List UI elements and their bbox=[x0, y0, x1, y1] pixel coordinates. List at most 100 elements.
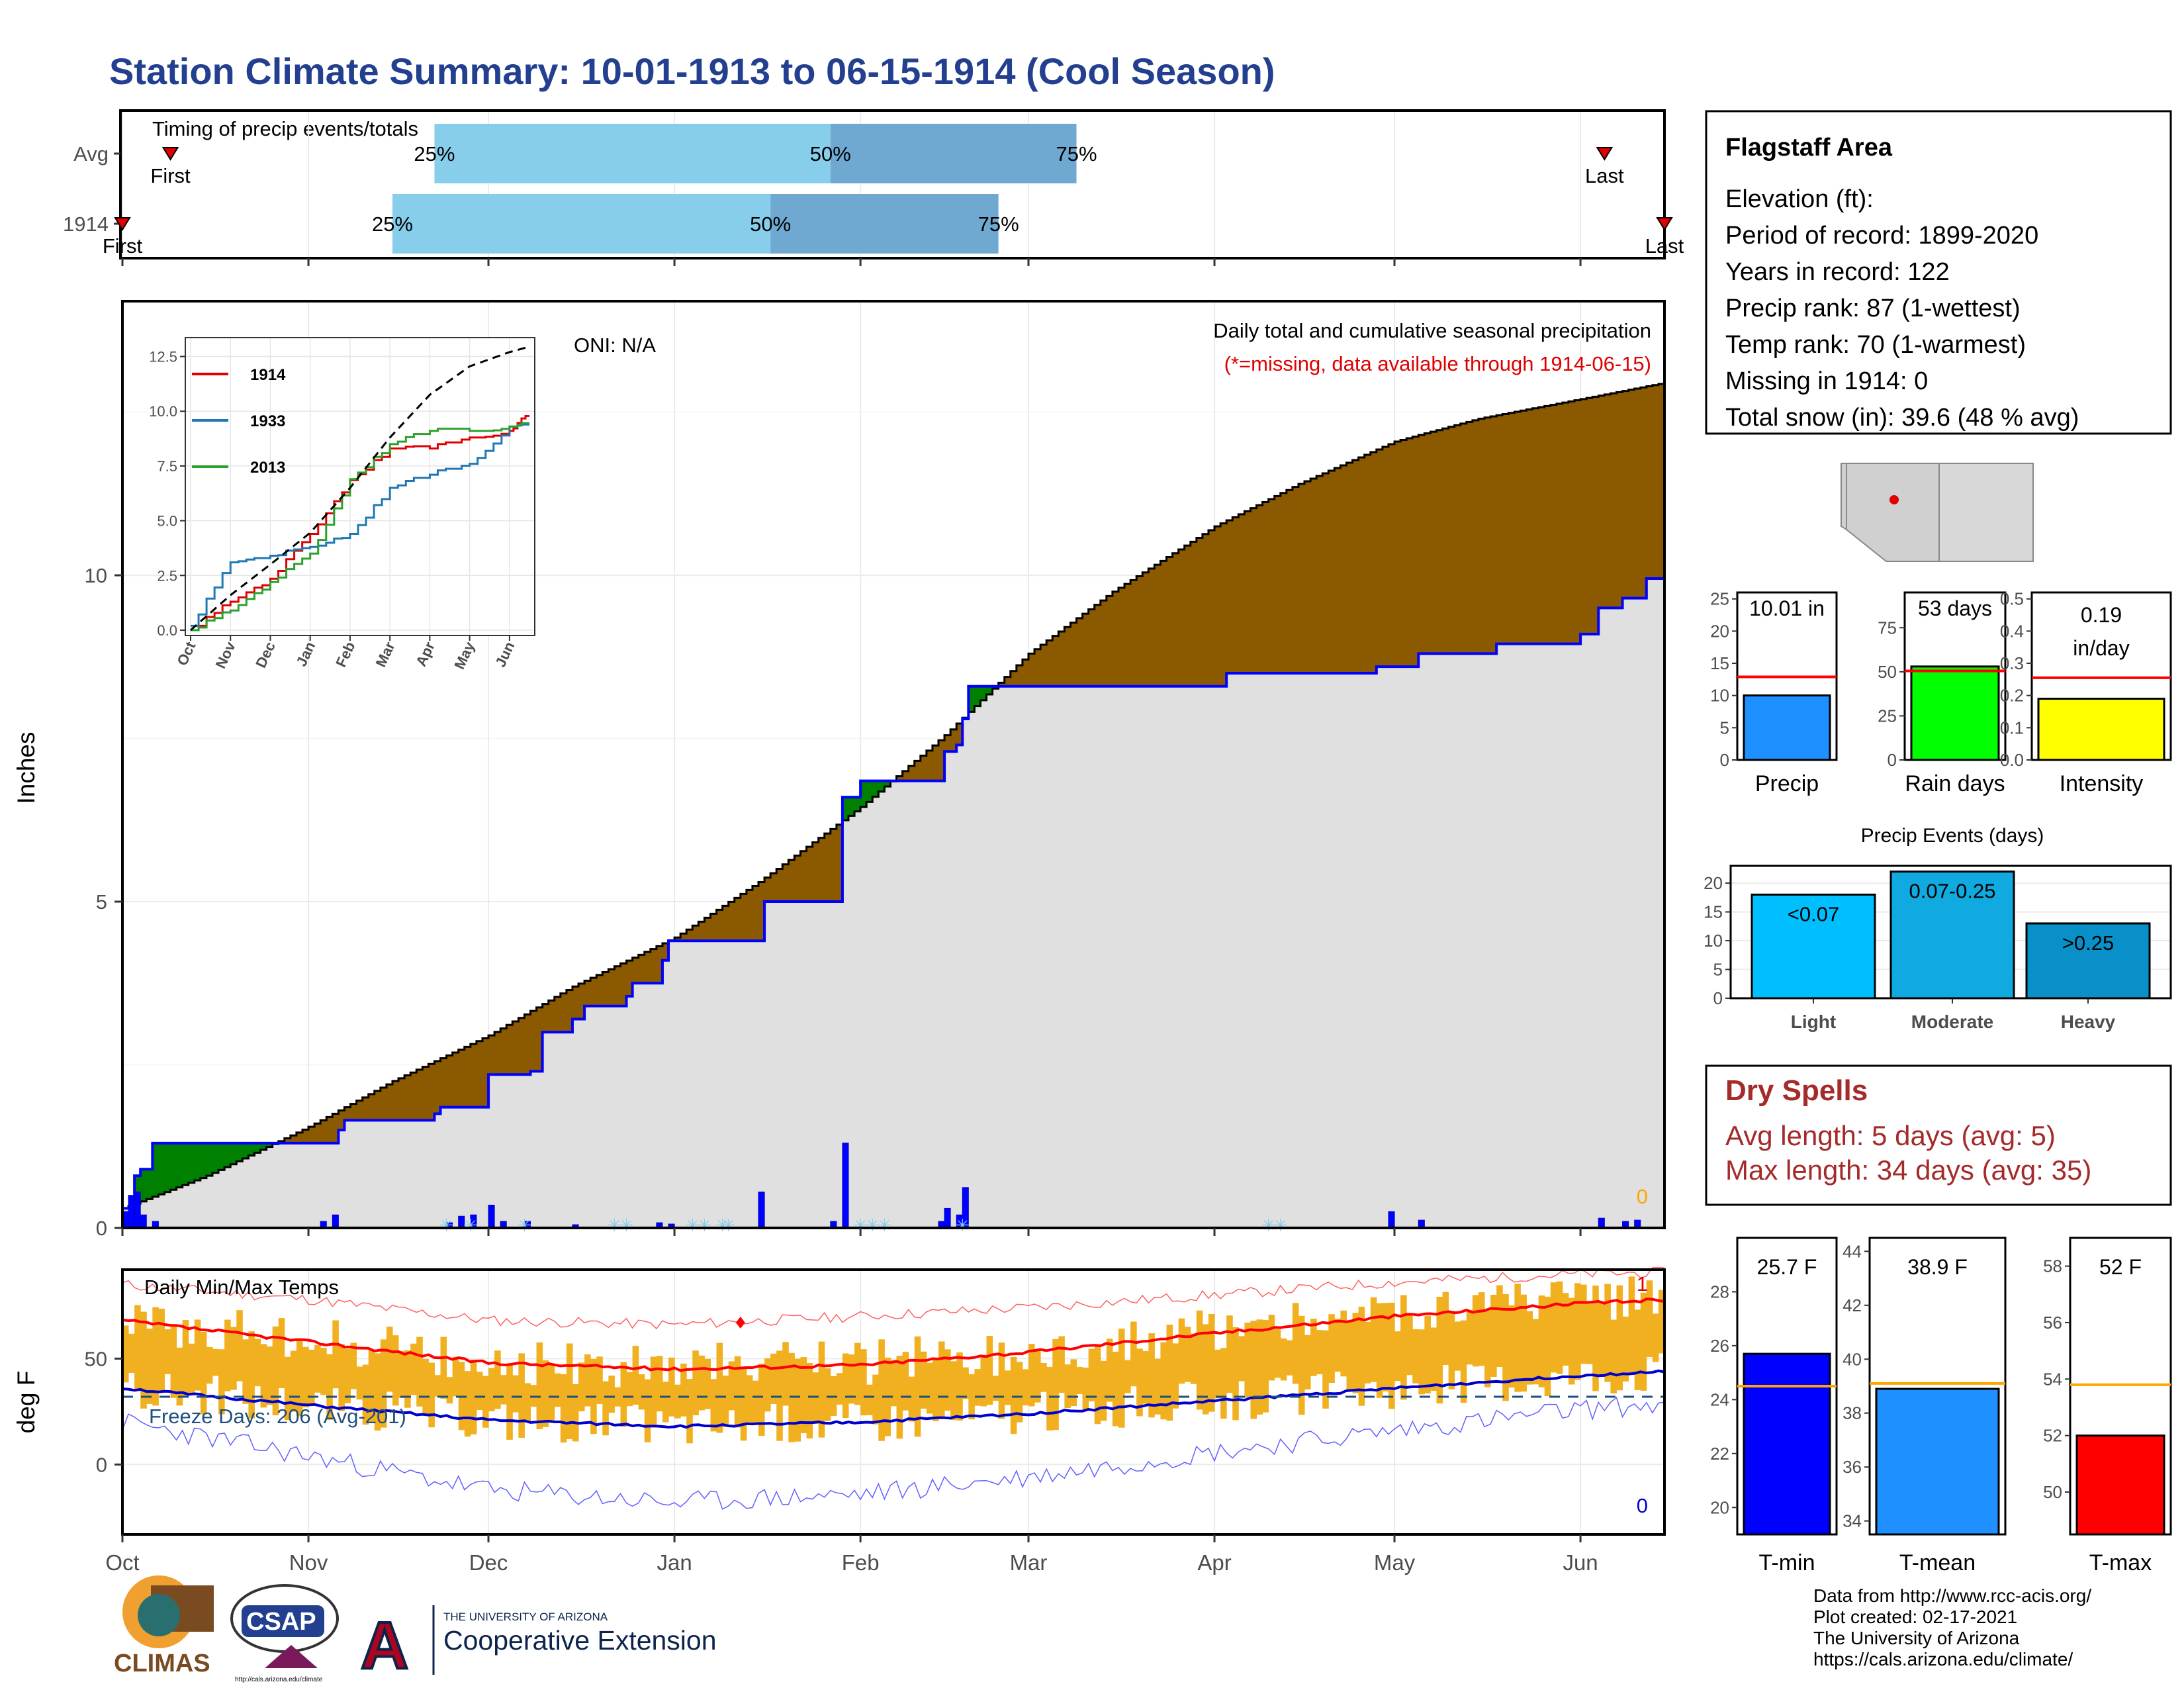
precip-base-strip bbox=[488, 1074, 495, 1228]
precip-below-avg-strip bbox=[896, 776, 903, 781]
precip-base-strip bbox=[674, 941, 681, 1228]
snow-marker-icon: ✳ bbox=[698, 1215, 712, 1235]
daily-temp-bar bbox=[746, 1375, 753, 1423]
precip-base-strip bbox=[758, 941, 765, 1228]
precip-above-avg-strip bbox=[260, 1143, 267, 1150]
daily-temp-bar bbox=[1442, 1291, 1449, 1366]
daily-temp-bar bbox=[1052, 1338, 1059, 1430]
daily-temp-bar bbox=[704, 1358, 711, 1409]
daily-temp-bar bbox=[1556, 1281, 1563, 1374]
precip-base-strip bbox=[530, 1071, 537, 1228]
precip-base-strip bbox=[212, 1172, 219, 1228]
daily-temp-bar bbox=[1592, 1286, 1599, 1391]
precip-base-strip bbox=[602, 1006, 609, 1228]
temp-frame bbox=[121, 1268, 1666, 1536]
inset-legend-label: 1914 bbox=[250, 366, 286, 384]
daily-precip-bar bbox=[1598, 1217, 1605, 1229]
last-marker-icon bbox=[1656, 217, 1673, 231]
precip-below-avg-strip bbox=[326, 1117, 333, 1143]
precip-base-strip bbox=[1328, 673, 1335, 1228]
daily-temp-bar bbox=[1088, 1348, 1095, 1401]
daily-temp-bar bbox=[620, 1362, 627, 1427]
main-ytick-label: 5 bbox=[96, 890, 107, 914]
daily-temp-bar bbox=[386, 1327, 393, 1392]
precip-below-avg-strip bbox=[758, 882, 765, 941]
precip-above-avg-strip bbox=[152, 1143, 159, 1197]
precip-base-strip bbox=[1544, 643, 1551, 1228]
precip-above-avg-strip bbox=[860, 780, 867, 808]
precip-base-strip bbox=[206, 1176, 213, 1228]
precip-below-avg-strip bbox=[1544, 406, 1551, 644]
precip-below-avg-strip bbox=[1034, 649, 1041, 686]
precip-base-strip bbox=[740, 941, 747, 1228]
daily-precip-bar bbox=[488, 1204, 495, 1229]
precip-below-avg-strip bbox=[560, 993, 567, 1033]
tsummary-ytick-label: 28 bbox=[1710, 1282, 1729, 1301]
precip-below-avg-strip bbox=[740, 894, 747, 941]
daily-temp-bar bbox=[650, 1356, 657, 1427]
daily-temp-bar bbox=[554, 1373, 561, 1407]
precip-below-avg-strip bbox=[1316, 476, 1323, 673]
daily-temp-bar bbox=[1532, 1319, 1539, 1385]
daily-precip-bar bbox=[758, 1192, 765, 1229]
precip-base-strip bbox=[272, 1144, 279, 1228]
daily-temp-bar bbox=[260, 1344, 267, 1408]
precip-base-strip bbox=[1490, 653, 1497, 1228]
precip-base-strip bbox=[1148, 686, 1155, 1228]
daily-temp-bar bbox=[1472, 1295, 1479, 1367]
precip-below-avg-strip bbox=[1094, 604, 1101, 686]
precip-below-avg-strip bbox=[716, 910, 723, 941]
daily-temp-bar bbox=[1142, 1350, 1149, 1404]
daily-temp-bar bbox=[656, 1356, 663, 1412]
daily-temp-bar bbox=[1658, 1289, 1665, 1354]
precip-below-avg-strip bbox=[1574, 400, 1581, 644]
daily-temp-bar bbox=[764, 1358, 771, 1412]
daily-temp-bar bbox=[932, 1358, 939, 1421]
daily-temp-bar bbox=[614, 1387, 621, 1407]
daily-temp-bar bbox=[1238, 1336, 1245, 1382]
precip-below-avg-strip bbox=[1226, 520, 1233, 673]
precip-base-strip bbox=[344, 1120, 351, 1228]
tsummary-ytick-label: 52 bbox=[2043, 1426, 2062, 1446]
csap-logo: CSAP http://cals.arizona.edu/climate bbox=[230, 1584, 339, 1683]
precip-below-avg-strip bbox=[1046, 640, 1053, 686]
daily-temp-bar bbox=[686, 1379, 693, 1444]
precip-base-strip bbox=[1388, 667, 1395, 1228]
inset-ytick-label: 7.5 bbox=[157, 458, 177, 475]
precip-below-avg-strip bbox=[392, 1081, 399, 1121]
precip-base-strip bbox=[902, 780, 909, 1228]
temp-xtick-label: Mar bbox=[1010, 1550, 1048, 1575]
precip-base-strip bbox=[722, 941, 729, 1228]
precip-base-strip bbox=[560, 1032, 567, 1228]
daily-temp-bar bbox=[1490, 1295, 1497, 1377]
daily-temp-bar bbox=[1196, 1310, 1203, 1410]
inset-frame bbox=[185, 337, 535, 636]
daily-temp-bar bbox=[1232, 1327, 1239, 1421]
daily-temp-bar bbox=[578, 1362, 585, 1412]
precip-above-avg-strip bbox=[224, 1143, 231, 1168]
daily-temp-bar bbox=[584, 1354, 591, 1407]
events-ytick-label: 5 bbox=[1713, 960, 1723, 980]
tsummary-ytick-label: 36 bbox=[1843, 1457, 1862, 1477]
daily-temp-bar bbox=[1160, 1342, 1167, 1420]
csap-text: CSAP bbox=[246, 1608, 316, 1636]
precip-base-strip bbox=[1322, 673, 1329, 1228]
precip-base-strip bbox=[284, 1143, 291, 1228]
precip-below-avg-strip bbox=[710, 914, 717, 941]
precip-below-avg-strip bbox=[1412, 436, 1419, 667]
precip-below-avg-strip bbox=[602, 972, 609, 1006]
daily-temp-bar bbox=[482, 1376, 489, 1428]
tsummary-ytick-label: 20 bbox=[1710, 1497, 1729, 1517]
precip-above-avg-strip bbox=[194, 1143, 201, 1181]
precip-below-avg-strip bbox=[638, 955, 645, 984]
daily-temp-bar bbox=[368, 1350, 375, 1423]
precip-above-avg-strip bbox=[176, 1143, 183, 1188]
daily-temp-bar bbox=[848, 1354, 855, 1404]
daily-temp-bar bbox=[596, 1356, 603, 1404]
precip-base-strip bbox=[920, 780, 927, 1228]
events-bar-light bbox=[1751, 893, 1876, 1000]
precip-base-strip bbox=[158, 1194, 165, 1228]
precip-base-strip bbox=[1112, 686, 1119, 1228]
daily-temp-bar bbox=[1496, 1285, 1503, 1368]
snow-marker-icon: ✳ bbox=[878, 1215, 892, 1235]
